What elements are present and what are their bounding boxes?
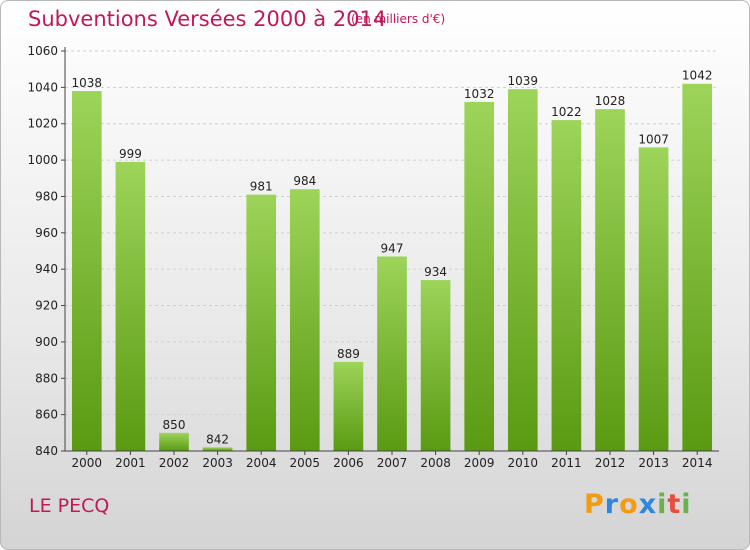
bar: [246, 194, 277, 452]
value-label: 889: [337, 347, 360, 361]
y-tick-label: 1040: [27, 80, 58, 94]
axes: 840 860 880 900 920 940 960 980 1000 1020 1040 1060…: [27, 44, 719, 470]
chart-unit: (en milliers d'€): [351, 12, 446, 26]
x-tick-label: 2008: [420, 456, 451, 470]
bar: [551, 120, 582, 451]
bar: [289, 189, 320, 451]
logo-letter: o: [619, 489, 639, 520]
bar: [464, 101, 495, 451]
x-tick-label: 2005: [290, 456, 321, 470]
chart-title: Subventions Versées 2000 à 2014: [28, 7, 387, 31]
bar: [638, 147, 669, 451]
bar: [595, 109, 625, 451]
logo-letter: r: [604, 489, 620, 520]
y-tick-label: 880: [35, 371, 58, 385]
x-tick-label: 2007: [377, 456, 408, 470]
bar: [115, 161, 146, 451]
value-label: 1007: [638, 132, 669, 146]
x-tick-label: 2006: [333, 456, 364, 470]
logo-letter: t: [667, 489, 682, 520]
value-label: 981: [250, 180, 273, 194]
y-tick-label: 860: [35, 408, 58, 422]
bars: 1038 999 850 842 981 984 889 947 934 1032 1039 1022…: [71, 69, 713, 452]
value-label: 850: [163, 418, 186, 432]
y-tick-label: 1060: [27, 44, 58, 58]
y-tick-label: 920: [35, 299, 58, 313]
value-label: 842: [206, 432, 229, 446]
bar: [71, 91, 102, 451]
y-tick-label: 1000: [27, 153, 58, 167]
value-label: 1039: [508, 74, 539, 88]
logo-letter: i: [681, 489, 692, 520]
y-tick-label: 900: [35, 335, 58, 349]
bar: [420, 280, 451, 451]
value-label: 1022: [551, 105, 582, 119]
y-tick-label: 980: [35, 189, 58, 203]
x-tick-label: 2004: [246, 456, 277, 470]
x-tick-label: 2003: [202, 456, 233, 470]
x-tick-label: 2010: [508, 456, 539, 470]
bar: [159, 432, 189, 451]
bar: [333, 361, 364, 451]
x-tick-label: 2013: [638, 456, 669, 470]
x-tick-label: 2000: [72, 456, 103, 470]
value-label: 947: [381, 241, 404, 255]
y-tick-label: 960: [35, 226, 58, 240]
x-tick-label: 2011: [551, 456, 582, 470]
value-label: 934: [424, 265, 447, 279]
y-tick-label: 1020: [27, 117, 58, 131]
value-label: 1042: [682, 69, 713, 83]
value-label: 1032: [464, 87, 495, 101]
x-tick-label: 2001: [115, 456, 146, 470]
x-tick-label: 2014: [682, 456, 713, 470]
bar: [507, 89, 538, 451]
value-label: 984: [293, 174, 316, 188]
x-tick-label: 2012: [595, 456, 626, 470]
bar: [682, 83, 713, 452]
value-label: 1028: [595, 94, 626, 108]
proxiti-logo: Proxiti: [584, 489, 692, 520]
y-tick-label: 840: [35, 444, 58, 458]
bar: [202, 447, 233, 451]
value-label: 999: [119, 147, 142, 161]
y-tick-label: 940: [35, 262, 58, 276]
value-label: 1038: [72, 76, 103, 90]
logo-letter: i: [657, 489, 668, 520]
commune-name: LE PECQ: [29, 495, 110, 517]
logo-letter: x: [638, 489, 658, 520]
logo-letter: P: [584, 489, 605, 520]
bar: [377, 256, 407, 451]
x-tick-label: 2009: [464, 456, 495, 470]
x-tick-label: 2002: [159, 456, 190, 470]
